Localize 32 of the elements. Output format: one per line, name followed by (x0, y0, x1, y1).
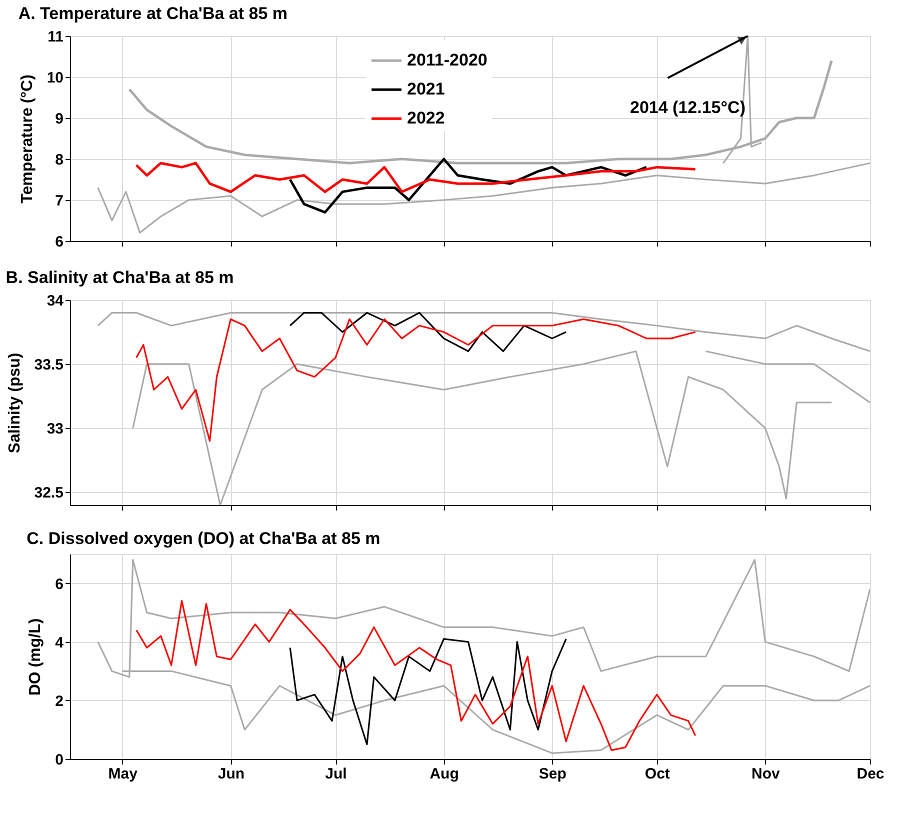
y-tick-label: 6 (55, 234, 64, 250)
y-tick-label: 32.5 (34, 484, 64, 502)
x-tick-label: Sep (538, 766, 566, 782)
chart-title: A. Temperature at Cha'Ba at 85 m (18, 4, 288, 23)
chart-title: B. Salinity at Cha'Ba at 85 m (6, 268, 234, 287)
y-tick-label: 9 (55, 110, 64, 128)
legend-label: 2021 (407, 80, 445, 99)
y-tick-label: 6 (55, 576, 64, 593)
y-tick-label: 8 (55, 152, 64, 168)
legend-label: 2011-2020 (407, 50, 488, 70)
x-tick-label: Oct (644, 766, 670, 782)
y-tick-label: 10 (46, 70, 64, 86)
x-tick-label: Aug (430, 766, 459, 782)
chart-title: C. Dissolved oxygen (DO) at Cha'Ba at 85 m (26, 529, 380, 548)
y-axis-title: Temperature (°C) (18, 74, 36, 204)
y-axis-title: Salinity (psu) (6, 352, 24, 454)
y-axis-title: DO (mg/L) (27, 618, 44, 696)
x-tick-label: Jun (218, 766, 245, 782)
x-tick-label: Dec (856, 766, 884, 782)
x-tick-label: May (108, 766, 138, 782)
legend-label: 2022 (407, 108, 445, 128)
y-tick-label: 33 (46, 420, 64, 438)
y-tick-label: 11 (48, 28, 64, 46)
x-tick-label: Jul (325, 766, 347, 782)
y-tick-label: 34 (46, 292, 64, 310)
y-tick-label: 7 (55, 192, 64, 210)
y-tick-label: 33.5 (34, 356, 64, 374)
y-tick-label: 0 (55, 752, 64, 768)
y-tick-label: 2 (55, 692, 64, 710)
x-tick-label: Nov (752, 766, 781, 782)
annotation: 2014 (12.15°C) (630, 98, 746, 117)
y-tick-label: 4 (55, 634, 64, 652)
